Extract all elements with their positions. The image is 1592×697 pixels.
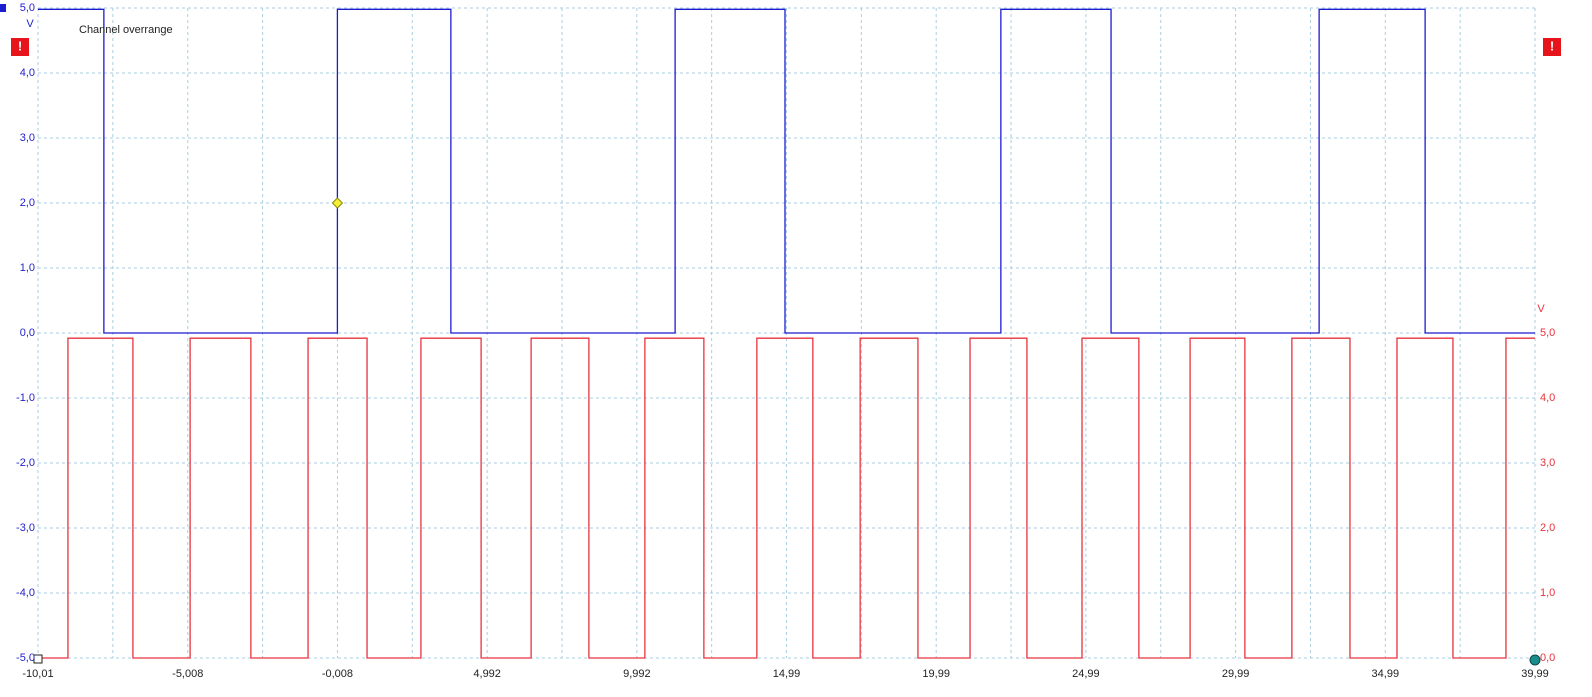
trigger-marker xyxy=(331,197,344,209)
x-tick-label: 9,992 xyxy=(623,668,651,680)
y2-axis-unit: V xyxy=(1537,303,1545,315)
x-tick-label: 19,99 xyxy=(922,668,950,680)
y2-tick-label: 2,0 xyxy=(1540,522,1555,534)
y-tick-label: 2,0 xyxy=(20,197,35,209)
y-tick-label: 0,0 xyxy=(20,327,35,339)
ruler-handle-left[interactable] xyxy=(33,654,43,664)
trace-line xyxy=(38,8,1535,334)
y-tick-label: 4,0 xyxy=(20,67,35,79)
y2-tick-label: 0,0 xyxy=(1540,652,1555,664)
y-tick-label: -3,0 xyxy=(16,522,35,534)
y2-tick-label: 5,0 xyxy=(1540,327,1555,339)
traces xyxy=(38,8,1535,659)
y-tick-label: -5,0 xyxy=(16,652,35,664)
x-tick-label: 24,99 xyxy=(1072,668,1100,680)
x-tick-label: -0,008 xyxy=(322,668,353,680)
y-tick-label: -2,0 xyxy=(16,457,35,469)
y2-tick-label: 4,0 xyxy=(1540,392,1555,404)
channel-a-handle[interactable] xyxy=(0,4,6,12)
x-tick-label: -5,008 xyxy=(172,668,203,680)
y-tick-label: -4,0 xyxy=(16,587,35,599)
y-tick-label: 3,0 xyxy=(20,132,35,144)
warning-icon-right[interactable] xyxy=(1543,38,1561,56)
x-tick-label: 14,99 xyxy=(773,668,801,680)
y-tick-label: 5,0 xyxy=(20,2,35,14)
x-tick-label: -10,01 xyxy=(22,668,53,680)
overrange-annotation: Channel overrange xyxy=(79,24,173,36)
y2-tick-label: 1,0 xyxy=(1540,587,1555,599)
y-axis-unit: V xyxy=(26,18,34,30)
y2-tick-label: 3,0 xyxy=(1540,457,1555,469)
x-tick-label: 29,99 xyxy=(1222,668,1250,680)
x-tick-label: 34,99 xyxy=(1372,668,1400,680)
y-tick-label: -1,0 xyxy=(16,392,35,404)
trace-line xyxy=(38,337,1535,659)
x-tick-label: 39,99 xyxy=(1521,668,1549,680)
ruler-handle-right[interactable] xyxy=(1529,654,1541,666)
y-tick-label: 1,0 xyxy=(20,262,35,274)
warning-icon-left[interactable] xyxy=(11,38,29,56)
warning-icon-left-text: ! xyxy=(18,38,22,53)
warning-icon-right-text: ! xyxy=(1550,38,1554,53)
x-tick-label: 4,992 xyxy=(473,668,501,680)
